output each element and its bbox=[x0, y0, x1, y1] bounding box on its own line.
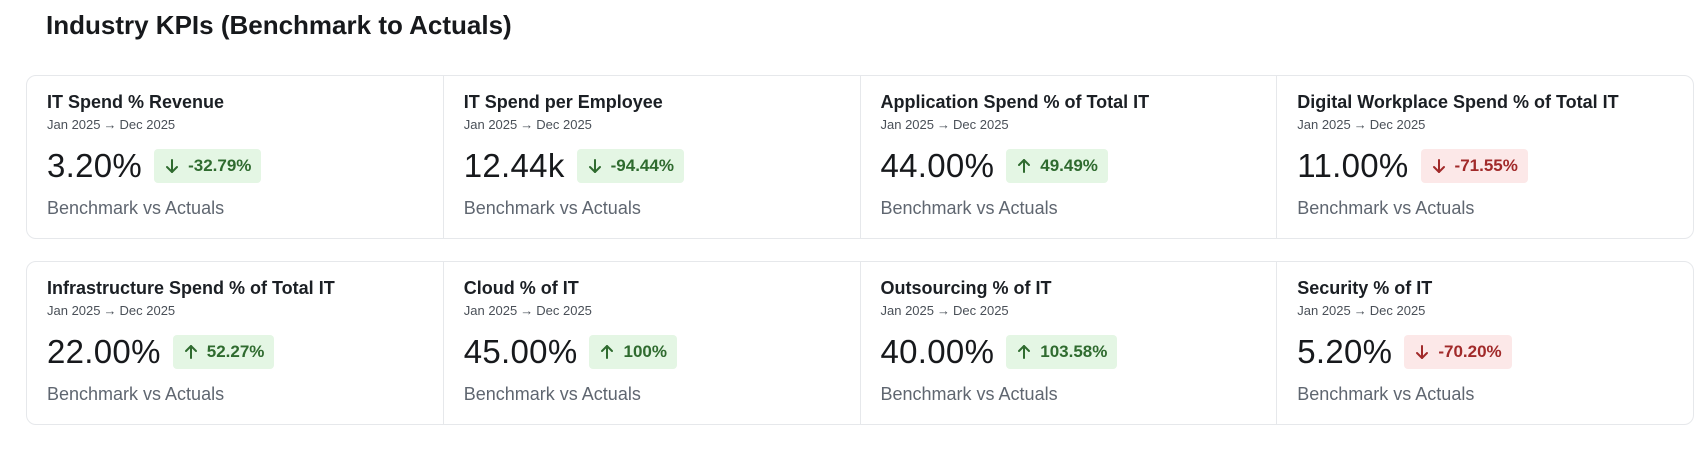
kpi-card-infrastructure-spend: Infrastructure Spend % of Total IT Jan 2… bbox=[27, 262, 443, 424]
kpi-range-end: Dec 2025 bbox=[119, 303, 176, 318]
kpi-date-range: Jan 2025 → Dec 2025 bbox=[881, 302, 1009, 320]
kpi-card-cloud: Cloud % of IT Jan 2025 → Dec 2025 45.00% 1… bbox=[442, 262, 860, 424]
kpi-value: 45.00% bbox=[463, 333, 578, 370]
arrow-right-icon: → bbox=[520, 117, 534, 132]
kpi-row-2: Infrastructure Spend % of Total IT Jan 2… bbox=[26, 261, 1694, 425]
kpi-title: IT Spend % Revenue bbox=[47, 92, 225, 112]
kpi-range-end: Dec 2025 bbox=[1369, 303, 1426, 318]
kpi-date-range: Jan 2025 → Dec 2025 bbox=[47, 302, 175, 320]
kpi-change-badge: -32.79% bbox=[154, 149, 262, 183]
kpi-value: 3.20% bbox=[47, 147, 143, 184]
arrow-down-icon bbox=[1432, 159, 1445, 173]
arrow-up-icon bbox=[184, 345, 197, 359]
kpi-main: 40.00% 103.58% bbox=[881, 332, 1118, 372]
kpi-caption: Benchmark vs Actuals bbox=[880, 198, 1058, 218]
kpi-main: 12.44k -94.44% bbox=[464, 146, 684, 186]
kpi-value: 44.00% bbox=[880, 147, 995, 184]
kpi-change-value: 103.58% bbox=[1040, 342, 1108, 361]
kpi-range-end: Dec 2025 bbox=[953, 303, 1009, 318]
kpi-range-start: Jan 2025 bbox=[463, 303, 518, 318]
kpi-change-value: -71.55% bbox=[1454, 156, 1518, 175]
kpi-change-badge: 103.58% bbox=[1006, 335, 1118, 369]
kpi-card-application-spend: Application Spend % of Total IT Jan 2025… bbox=[859, 76, 1277, 238]
kpi-title: IT Spend per Employee bbox=[463, 92, 663, 112]
kpi-caption: Benchmark vs Actuals bbox=[463, 384, 641, 404]
kpi-date-range: Jan 2025 → Dec 2025 bbox=[881, 116, 1009, 134]
kpi-row-1: IT Spend % Revenue Jan 2025 → Dec 2025 3.2… bbox=[26, 75, 1694, 239]
kpi-title: Digital Workplace Spend % of Total IT bbox=[1297, 92, 1619, 112]
kpi-date-range: Jan 2025 → Dec 2025 bbox=[47, 116, 175, 134]
kpi-caption: Benchmark vs Actuals bbox=[1297, 384, 1475, 404]
arrow-up-icon bbox=[1018, 159, 1031, 173]
kpi-date-range: Jan 2025 → Dec 2025 bbox=[464, 302, 592, 320]
kpi-caption: Benchmark vs Actuals bbox=[1297, 198, 1475, 218]
kpi-card-it-spend-revenue: IT Spend % Revenue Jan 2025 → Dec 2025 3.2… bbox=[27, 76, 443, 238]
kpi-change-badge: 52.27% bbox=[172, 335, 275, 369]
kpi-value: 40.00% bbox=[880, 333, 995, 370]
kpi-change-badge: 100% bbox=[589, 335, 677, 369]
kpi-range-start: Jan 2025 bbox=[1297, 303, 1351, 318]
kpi-caption: Benchmark vs Actuals bbox=[47, 384, 225, 404]
arrow-right-icon: → bbox=[103, 117, 117, 132]
arrow-up-icon bbox=[1018, 345, 1031, 359]
arrow-down-icon bbox=[1416, 345, 1429, 359]
arrow-right-icon: → bbox=[1353, 303, 1367, 318]
arrow-right-icon: → bbox=[937, 117, 950, 132]
kpi-range-start: Jan 2025 bbox=[1297, 117, 1351, 132]
kpi-title: Application Spend % of Total IT bbox=[880, 92, 1150, 112]
kpi-title: Infrastructure Spend % of Total IT bbox=[47, 278, 335, 298]
kpi-change-badge: -71.55% bbox=[1420, 149, 1528, 183]
kpi-caption: Benchmark vs Actuals bbox=[463, 198, 641, 218]
kpi-change-value: 49.49% bbox=[1040, 156, 1098, 175]
arrow-right-icon: → bbox=[1353, 117, 1367, 132]
arrow-right-icon: → bbox=[520, 303, 534, 318]
kpi-title: Security % of IT bbox=[1297, 278, 1433, 298]
kpi-range-end: Dec 2025 bbox=[1369, 117, 1426, 132]
kpi-change-value: 100% bbox=[623, 342, 667, 361]
kpi-change-value: -94.44% bbox=[610, 156, 674, 175]
kpi-range-end: Dec 2025 bbox=[536, 303, 592, 318]
page-title: Industry KPIs (Benchmark to Actuals) bbox=[46, 10, 512, 40]
kpi-change-badge: -94.44% bbox=[576, 149, 684, 183]
kpi-main: 11.00% -71.55% bbox=[1297, 146, 1528, 186]
kpi-date-range: Jan 2025 → Dec 2025 bbox=[1297, 116, 1425, 134]
kpi-value: 22.00% bbox=[47, 333, 161, 370]
kpi-caption: Benchmark vs Actuals bbox=[880, 384, 1058, 404]
arrow-right-icon: → bbox=[103, 303, 117, 318]
kpi-card-it-spend-per-employee: IT Spend per Employee Jan 2025 → Dec 2025 … bbox=[442, 76, 860, 238]
kpi-main: 3.20% -32.79% bbox=[47, 146, 262, 186]
kpi-main: 44.00% 49.49% bbox=[881, 146, 1108, 186]
kpi-range-start: Jan 2025 bbox=[47, 117, 101, 132]
kpi-range-end: Dec 2025 bbox=[953, 117, 1009, 132]
kpi-range-end: Dec 2025 bbox=[536, 117, 592, 132]
kpi-range-end: Dec 2025 bbox=[119, 117, 176, 132]
kpi-main: 22.00% 52.27% bbox=[47, 332, 275, 372]
kpi-card-outsourcing: Outsourcing % of IT Jan 2025 → Dec 2025 40… bbox=[859, 262, 1277, 424]
kpi-value: 5.20% bbox=[1297, 333, 1393, 370]
kpi-date-range: Jan 2025 → Dec 2025 bbox=[1297, 302, 1425, 320]
kpi-card-digital-workplace-spend: Digital Workplace Spend % of Total IT Ja… bbox=[1276, 76, 1693, 238]
kpi-change-value: -32.79% bbox=[188, 156, 252, 175]
kpi-value: 12.44k bbox=[463, 147, 565, 184]
kpi-change-value: -70.20% bbox=[1438, 342, 1502, 361]
kpi-main: 5.20% -70.20% bbox=[1297, 332, 1512, 372]
kpi-title: Outsourcing % of IT bbox=[880, 278, 1052, 298]
kpi-title: Cloud % of IT bbox=[463, 278, 579, 298]
arrow-down-icon bbox=[166, 159, 179, 173]
kpi-change-badge: -70.20% bbox=[1404, 335, 1512, 369]
arrow-right-icon: → bbox=[937, 303, 950, 318]
kpi-date-range: Jan 2025 → Dec 2025 bbox=[464, 116, 592, 134]
kpi-range-start: Jan 2025 bbox=[47, 303, 101, 318]
kpi-caption: Benchmark vs Actuals bbox=[47, 198, 225, 218]
kpi-range-start: Jan 2025 bbox=[880, 117, 935, 132]
kpi-main: 45.00% 100% bbox=[464, 332, 677, 372]
kpi-range-start: Jan 2025 bbox=[463, 117, 518, 132]
arrow-up-icon bbox=[601, 345, 614, 359]
kpi-card-security: Security % of IT Jan 2025 → Dec 2025 5.20%… bbox=[1276, 262, 1693, 424]
kpi-change-value: 52.27% bbox=[206, 342, 265, 361]
kpi-value: 11.00% bbox=[1297, 147, 1409, 184]
arrow-down-icon bbox=[588, 159, 601, 173]
kpi-change-badge: 49.49% bbox=[1006, 149, 1108, 183]
kpi-range-start: Jan 2025 bbox=[880, 303, 935, 318]
